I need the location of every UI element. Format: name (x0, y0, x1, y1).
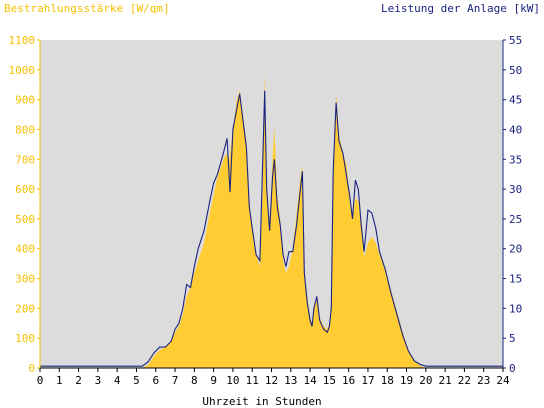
x-tick-label: 9 (210, 374, 217, 387)
x-tick-label: 21 (439, 374, 452, 387)
x-tick-label: 5 (133, 374, 140, 387)
series-layer (40, 72, 503, 369)
y-right-tick-label: 55 (509, 34, 522, 47)
y-left-tick-label: 100 (15, 332, 35, 345)
x-tick-label: 23 (477, 374, 490, 387)
y-right-tick-label: 25 (509, 213, 522, 226)
x-tick-label: 14 (303, 374, 317, 387)
y-right-tick-label: 10 (509, 302, 522, 315)
x-tick-label: 6 (152, 374, 159, 387)
x-tick-label: 2 (75, 374, 82, 387)
y-right-tick-label: 0 (509, 362, 516, 375)
x-tick-label: 7 (172, 374, 179, 387)
x-tick-label: 11 (246, 374, 259, 387)
y-left-tick-label: 700 (15, 153, 35, 166)
x-tick-label: 8 (191, 374, 198, 387)
y-left-tick-label: 0 (28, 362, 35, 375)
series-area-irradiance (40, 72, 503, 369)
y-left-tick-label: 800 (15, 123, 35, 136)
y-right-tick-label: 45 (509, 94, 522, 107)
x-tick-label: 12 (265, 374, 278, 387)
y-left-tick-label: 1100 (9, 34, 36, 47)
x-tick-label: 1 (56, 374, 63, 387)
y-right-tick-label: 5 (509, 332, 516, 345)
axis-layer: 0100200300400500600700800900100011000510… (9, 34, 523, 387)
x-tick-label: 4 (114, 374, 121, 387)
y-right-tick-label: 40 (509, 123, 522, 136)
left-axis-title: Bestrahlungsstärke [W/qm] (4, 2, 170, 15)
x-tick-label: 0 (37, 374, 44, 387)
y-left-tick-label: 900 (15, 94, 35, 107)
x-tick-label: 10 (226, 374, 239, 387)
y-left-tick-label: 1000 (9, 64, 36, 77)
series-line-power (40, 90, 503, 367)
x-tick-label: 19 (400, 374, 413, 387)
y-right-tick-label: 15 (509, 273, 522, 286)
x-axis-label: Uhrzeit in Stunden (202, 395, 321, 408)
y-right-tick-label: 50 (509, 64, 522, 77)
y-right-tick-label: 30 (509, 183, 522, 196)
y-right-tick-label: 35 (509, 153, 522, 166)
x-tick-label: 17 (361, 374, 374, 387)
x-tick-label: 24 (496, 374, 510, 387)
x-tick-label: 16 (342, 374, 355, 387)
right-axis-title: Leistung der Anlage [kW] (381, 2, 540, 15)
x-tick-label: 3 (95, 374, 102, 387)
y-left-tick-label: 200 (15, 302, 35, 315)
x-tick-label: 22 (458, 374, 471, 387)
x-tick-label: 15 (323, 374, 336, 387)
y-right-tick-label: 20 (509, 243, 522, 256)
y-left-tick-label: 400 (15, 243, 35, 256)
y-left-tick-label: 500 (15, 213, 35, 226)
x-tick-label: 13 (284, 374, 297, 387)
y-left-tick-label: 600 (15, 183, 35, 196)
y-left-tick-label: 300 (15, 273, 35, 286)
x-tick-label: 18 (381, 374, 394, 387)
x-tick-label: 20 (419, 374, 432, 387)
